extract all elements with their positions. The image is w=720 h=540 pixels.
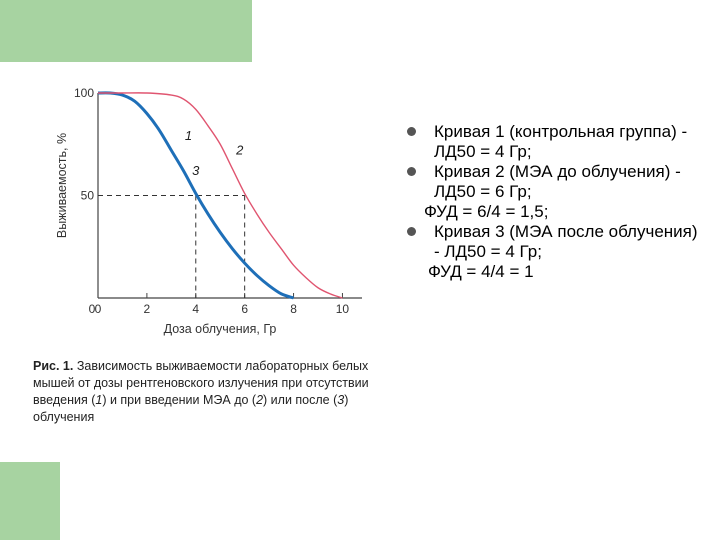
fud-line-1: ФУД = 6/4 = 1,5; xyxy=(424,202,549,221)
caption-prefix: Рис. 1. xyxy=(33,359,74,373)
decorative-green-block-bottom xyxy=(0,462,60,540)
x-tick-label: 2 xyxy=(144,302,151,316)
bullet-dot-icon xyxy=(407,167,416,176)
y-tick-label: 100 xyxy=(74,86,94,100)
survival-chart: 0 2 4 6 8 10 50 100 0 Доза облучения, Гр Выживаем… xyxy=(55,86,362,336)
x-axis-title: Доза облучения, Гр xyxy=(164,322,277,336)
decorative-green-block-top xyxy=(0,0,252,62)
bullet-item-curve-1: Кривая 1 (контрольная группа) - ЛД50 = 4… xyxy=(406,122,706,162)
caption-text-d: ) облучения xyxy=(33,393,349,424)
bullet-item-curve-3: Кривая 3 (МЭА после облучения) - ЛД50 = … xyxy=(406,222,706,262)
bullet-text-curve-1: Кривая 1 (контрольная группа) - ЛД50 = 4… xyxy=(434,122,688,161)
caption-n2: 2 xyxy=(256,393,264,407)
bullet-item-curve-2: Кривая 2 (МЭА до облучения) - ЛД50 = 6 Г… xyxy=(406,162,706,202)
x-tick-label: 10 xyxy=(336,302,350,316)
ld50-guides xyxy=(98,195,246,298)
curve-number-label: 2 xyxy=(235,143,244,158)
chart-ticks: 0 2 4 6 8 10 50 100 0 xyxy=(74,86,349,316)
bullet-text-curve-3: Кривая 3 (МЭА после облучения) - ЛД50 = … xyxy=(434,222,698,261)
chart-labels: Доза облучения, Гр Выживаемость, % 1 2 3 xyxy=(55,128,276,336)
x-tick-label-origin: 0 xyxy=(89,302,96,316)
bullet-dot-icon xyxy=(407,127,416,136)
x-tick-label: 6 xyxy=(241,302,248,316)
bullet-text-curve-2: Кривая 2 (МЭА до облучения) - ЛД50 = 6 Г… xyxy=(434,162,681,201)
chart-series xyxy=(97,91,343,300)
bullet-dot-icon xyxy=(407,227,416,236)
fud-line-2: ФУД = 4/4 = 1 xyxy=(428,262,534,281)
figure-caption: Рис. 1. Зависимость выживаемости лаборат… xyxy=(33,358,393,426)
caption-n3: 3 xyxy=(337,393,345,407)
x-tick-label: 0 xyxy=(95,302,102,316)
series-line-1 xyxy=(97,91,295,300)
curve-number-label: 1 xyxy=(185,128,192,143)
y-tick-label: 50 xyxy=(81,189,95,203)
caption-text-a: Зависимость выживаемости лабораторных бе… xyxy=(33,359,369,407)
series-line-2 xyxy=(98,92,343,299)
caption-n1: 1 xyxy=(95,393,103,407)
y-axis-title: Выживаемость, % xyxy=(55,133,69,238)
curve-number-label: 3 xyxy=(192,163,200,178)
x-tick-label: 8 xyxy=(290,302,297,316)
x-tick-label: 4 xyxy=(192,302,199,316)
curve-notes: Кривая 1 (контрольная группа) - ЛД50 = 4… xyxy=(406,122,706,282)
caption-text-b: ) и при введении МЭА до ( xyxy=(102,393,257,407)
caption-text-c: ) или после ( xyxy=(263,393,338,407)
